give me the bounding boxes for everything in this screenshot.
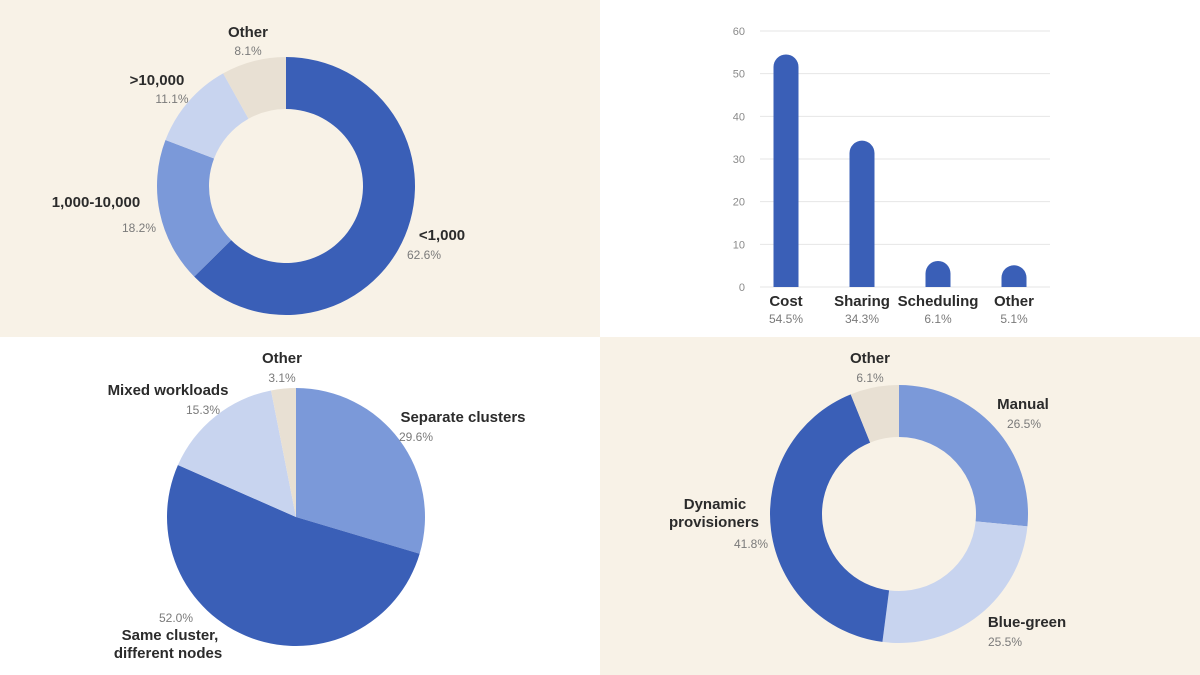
x-label-other: Other (994, 293, 1034, 310)
c4-label-bluegreen: Blue-green (988, 614, 1066, 631)
y-tick-30: 30 (733, 154, 745, 166)
c1-pct-lt1000: 62.6% (407, 248, 441, 262)
c4-pct-bluegreen: 25.5% (988, 635, 1022, 649)
c3-label-same-2: different nodes (114, 645, 222, 662)
c4-slice-0 (899, 385, 1028, 527)
c1-label-gt10000: >10,000 (130, 72, 185, 89)
value-label-scheduling: 6.1% (924, 312, 952, 326)
chart-panel-4: Other 6.1% Manual 26.5% Dynamic provisio… (600, 337, 1200, 675)
bar-other (1001, 265, 1027, 287)
c1-pct-other: 8.1% (234, 44, 262, 58)
c1-label-lt1000: <1,000 (419, 227, 465, 244)
y-tick-50: 50 (733, 69, 745, 81)
bar-chart: 0 10 20 30 40 50 60 Cost 54.5% Sharing 34.3% Sched… (733, 26, 1050, 326)
c4-slice-2 (770, 394, 890, 642)
c3-slice-2 (177, 390, 296, 517)
c3-slice-0 (296, 388, 425, 554)
c1-slice-3 (223, 57, 286, 119)
bar-cost (773, 54, 799, 288)
x-label-sharing: Sharing (834, 293, 890, 310)
c3-pct-mixed: 15.3% (186, 403, 220, 417)
c3-label-separate: Separate clusters (400, 409, 525, 426)
c4-label-dynamic-2: provisioners (669, 514, 759, 531)
c3-label-mixed: Mixed workloads (108, 382, 229, 399)
c4-pct-other: 6.1% (856, 371, 884, 385)
bar-scheduling (925, 260, 951, 287)
y-tick-20: 20 (733, 197, 745, 209)
y-tick-60: 60 (733, 26, 745, 38)
c1-slice-1 (157, 140, 232, 277)
y-tick-40: 40 (733, 111, 745, 123)
y-tick-0: 0 (739, 282, 745, 294)
donut-chart-1: Other 8.1% >10,000 11.1% 1,000-10,000 18… (52, 24, 465, 315)
c4-pct-manual: 26.5% (1007, 417, 1041, 431)
c4-label-manual: Manual (997, 396, 1049, 413)
c1-pct-gt10000: 11.1% (155, 92, 188, 106)
y-tick-10: 10 (733, 239, 745, 251)
c4-pct-dynamic: 41.8% (734, 537, 768, 551)
value-label-cost: 54.5% (769, 312, 803, 326)
c1-pct-1000-10000: 18.2% (122, 221, 156, 235)
value-label-other: 5.1% (1000, 312, 1028, 326)
chart-panel-1: Other 8.1% >10,000 11.1% 1,000-10,000 18… (0, 0, 600, 337)
c1-slice-2 (165, 73, 249, 159)
c4-slice-1 (882, 521, 1028, 643)
x-label-scheduling: Scheduling (898, 293, 979, 310)
c1-label-other: Other (228, 24, 268, 41)
c3-slice-3 (271, 388, 296, 517)
c3-pct-other: 3.1% (268, 371, 296, 385)
c3-label-same-1: Same cluster, (122, 627, 219, 644)
c4-slice-3 (850, 385, 899, 443)
chart-panel-2: 0 10 20 30 40 50 60 Cost 54.5% Sharing 34.3% Sched… (600, 0, 1200, 337)
donut-chart-2: Other 6.1% Manual 26.5% Dynamic provisio… (669, 350, 1066, 649)
bar-sharing (849, 140, 875, 287)
c1-slice-0 (194, 57, 416, 315)
value-label-sharing: 34.3% (845, 312, 879, 326)
x-label-cost: Cost (769, 293, 802, 310)
c1-label-1000-10000: 1,000-10,000 (52, 194, 140, 211)
chart-panel-3: Other 3.1% Mixed workloads 15.3% Separat… (0, 337, 600, 675)
c3-pct-same: 52.0% (159, 611, 193, 625)
c3-label-other: Other (262, 350, 302, 367)
c4-label-dynamic-1: Dynamic (684, 496, 747, 513)
pie-chart: Other 3.1% Mixed workloads 15.3% Separat… (108, 350, 526, 662)
c4-label-other: Other (850, 350, 890, 367)
c3-slice-1 (167, 465, 420, 646)
c3-pct-separate: 29.6% (399, 430, 433, 444)
